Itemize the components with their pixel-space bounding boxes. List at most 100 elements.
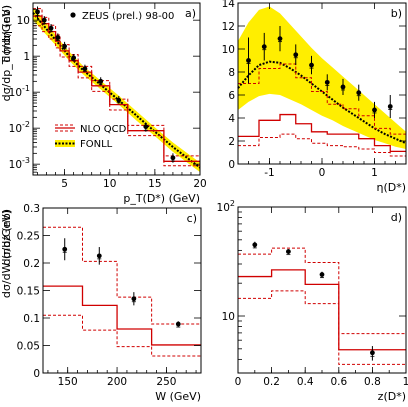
panel-d: 0 0.2 0.4 0.6 0.8 1 10 102 z(D*) dσ/dz (nb) d) — [0, 199, 408, 403]
data-point — [170, 155, 176, 161]
data-point — [246, 58, 251, 63]
data-point — [319, 272, 325, 277]
legend-fonll-label: FONLL — [80, 139, 113, 150]
plot-frame — [237, 206, 407, 374]
fonll-central-line — [32, 12, 201, 169]
data-point — [96, 253, 102, 259]
data-point — [62, 43, 67, 49]
y-axis-title: dσ/dp_T (nb/GeV) — [0, 5, 13, 101]
plot-frame — [32, 2, 201, 176]
x-tick-label: 0.4 — [297, 376, 314, 388]
x-axis-title: η(D*) — [376, 181, 406, 194]
data-point — [55, 35, 61, 40]
y-tick-label: 0.1 — [23, 313, 40, 325]
y-tick-label: 0.3 — [23, 203, 40, 215]
y-tick-label: 10 — [17, 15, 30, 27]
nlo-upper-line — [238, 247, 406, 335]
x-axis-title: W (GeV) — [155, 390, 201, 403]
x-tick-label: 10 — [103, 178, 116, 190]
y-tick-label: 1 — [23, 51, 30, 63]
nlo-lower-line — [238, 133, 406, 157]
nlo-upper-line — [238, 63, 406, 135]
data-point — [98, 78, 104, 84]
data-point — [71, 55, 77, 61]
data-point — [261, 44, 267, 50]
y-tick-label: 10-2 — [9, 120, 30, 135]
x-tick-label: 15 — [148, 178, 161, 190]
y-tick-label: 0 — [228, 159, 235, 171]
y-axis-title: dσ/dη (nb) — [0, 5, 13, 63]
data-point — [277, 36, 283, 42]
data-point — [286, 249, 291, 254]
x-tick-label: 1 — [371, 167, 378, 179]
data-point — [293, 52, 299, 58]
x-tick-label: 1 — [403, 376, 408, 388]
data-point — [131, 296, 137, 302]
nlo-upper-line — [43, 226, 201, 325]
data-point — [82, 66, 88, 72]
data-point — [143, 124, 149, 130]
x-tick-label: -1 — [264, 167, 274, 179]
y-tick-label: 0.05 — [17, 341, 40, 353]
y-tick-label: 4 — [228, 113, 235, 125]
x-tick-label: 0 — [235, 376, 242, 388]
y-tick-label: 10-3 — [9, 156, 30, 171]
x-tick-label: 0.8 — [364, 376, 381, 388]
data-point — [41, 17, 47, 23]
x-tick-label: 0.6 — [330, 376, 347, 388]
x-axis-title: p_T(D*) (GeV) — [123, 192, 200, 205]
y-tick-label: 0 — [33, 368, 40, 380]
y-tick-label: 0.2 — [23, 258, 40, 270]
panel-label: a) — [185, 7, 196, 20]
legend-data-marker — [70, 12, 76, 18]
y-tick-label: 2 — [228, 136, 235, 148]
x-axis-title: z(D*) — [378, 390, 406, 403]
x-tick-label: 250 — [156, 376, 176, 388]
y-tick-label: 10 — [222, 311, 235, 323]
y-tick-label: 102 — [217, 199, 235, 214]
panel-label: b) — [391, 7, 402, 20]
nlo-lower-line — [43, 314, 201, 357]
y-axis-title: dσ/dz (nb) — [0, 209, 13, 265]
panel-c: 150 200 250 0 0.05 0.1 0.15 0.2 0.25 0.3 W (GeV) dσ… — [0, 203, 202, 403]
data-point — [48, 25, 54, 31]
data-point — [175, 321, 181, 327]
nlo-central-line — [43, 285, 201, 346]
legend-data-label: ZEUS (prel.) 98-00 — [82, 11, 174, 22]
data-point — [62, 246, 68, 252]
x-tick-label: 0 — [319, 167, 326, 179]
nlo-lower-line — [238, 290, 406, 365]
x-tick-label: 5 — [61, 178, 68, 190]
legend-nlo-label: NLO QCD — [80, 124, 127, 135]
data-point — [116, 97, 122, 103]
nlo-central-line — [238, 269, 406, 351]
y-tick-label: 8 — [228, 67, 235, 79]
y-tick-label: 12 — [222, 21, 235, 33]
y-tick-label: 14 — [222, 0, 236, 10]
panel-label: c) — [187, 212, 197, 225]
legend: ZEUS (prel.) 98-00 NLO QCD FONLL — [55, 11, 174, 150]
nlo-central-line — [238, 113, 406, 152]
y-axis-title: dσ/dW (nb/GeV) — [0, 210, 13, 298]
data-point — [309, 62, 314, 68]
y-tick-label: 0.15 — [17, 286, 40, 298]
x-tick-label: 150 — [58, 376, 78, 388]
data-point — [340, 84, 346, 90]
x-tick-label: 200 — [107, 376, 127, 388]
panel-label: d) — [391, 211, 402, 224]
x-tick-label: 20 — [193, 178, 206, 190]
plot-frame — [42, 207, 202, 374]
y-tick-label: 0.25 — [17, 231, 40, 243]
y-tick-label: 10 — [222, 44, 235, 56]
data-point — [324, 79, 330, 85]
fonll-central-line — [237, 60, 407, 145]
data-point — [370, 350, 375, 356]
data-point — [387, 104, 393, 109]
y-tick-label: 6 — [228, 90, 235, 102]
x-tick-label: 0.2 — [263, 376, 280, 388]
fonll-band — [238, 6, 406, 150]
data-point — [252, 242, 258, 248]
